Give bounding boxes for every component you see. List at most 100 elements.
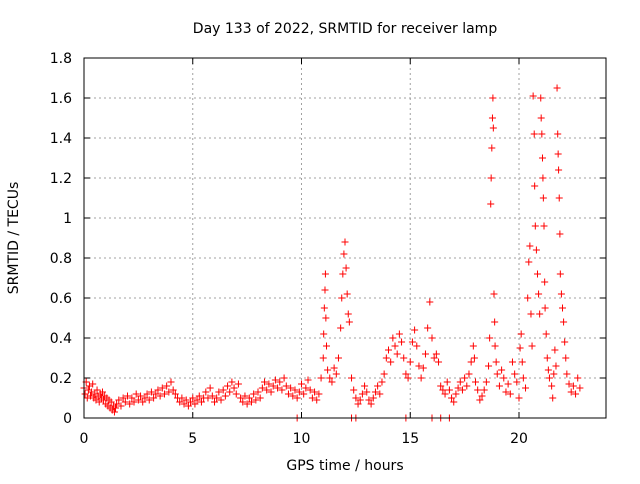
data-point xyxy=(221,392,229,400)
data-point xyxy=(143,390,151,398)
data-point xyxy=(230,384,238,392)
data-point xyxy=(280,374,288,382)
data-point xyxy=(178,394,186,402)
data-point xyxy=(482,378,490,386)
data-point xyxy=(141,394,149,402)
data-point xyxy=(527,310,535,318)
data-point xyxy=(437,382,445,390)
data-point xyxy=(363,388,371,396)
data-point xyxy=(572,390,580,398)
data-point xyxy=(278,386,286,394)
data-point xyxy=(506,390,514,398)
data-point xyxy=(560,318,568,326)
data-point xyxy=(154,386,162,394)
y-tick-label: 0.4 xyxy=(50,331,72,347)
data-point xyxy=(234,380,242,388)
data-point xyxy=(474,386,482,394)
data-point xyxy=(452,390,460,398)
data-point xyxy=(495,382,503,390)
data-point xyxy=(202,388,210,396)
x-tick-label: 20 xyxy=(510,431,528,447)
data-point xyxy=(287,384,295,392)
data-point xyxy=(508,358,516,366)
data-point xyxy=(500,374,508,382)
data-point xyxy=(311,388,319,396)
data-point xyxy=(182,396,190,404)
data-point xyxy=(404,374,412,382)
data-point xyxy=(542,330,550,338)
data-point xyxy=(528,342,536,350)
data-point xyxy=(354,400,362,408)
x-tick-label: 15 xyxy=(401,431,419,447)
data-point xyxy=(213,394,221,402)
data-point xyxy=(269,382,277,390)
data-point xyxy=(124,392,131,400)
data-point xyxy=(126,400,134,408)
data-point xyxy=(519,374,527,382)
plot-frame xyxy=(83,57,607,419)
data-point xyxy=(574,374,582,382)
data-point xyxy=(295,388,303,396)
data-point xyxy=(313,396,321,404)
data-point xyxy=(430,354,438,362)
data-point xyxy=(491,318,499,326)
data-point xyxy=(443,378,451,386)
data-point xyxy=(376,390,384,398)
data-point xyxy=(541,304,549,312)
data-point xyxy=(265,380,273,388)
data-point xyxy=(338,294,346,302)
data-point xyxy=(330,364,338,372)
data-point xyxy=(348,374,356,382)
data-point xyxy=(536,310,544,318)
data-point xyxy=(530,130,538,138)
data-point xyxy=(569,382,577,390)
data-point xyxy=(232,390,240,398)
data-point xyxy=(551,346,559,354)
data-point xyxy=(535,290,543,298)
data-point xyxy=(147,388,155,396)
data-point xyxy=(226,388,234,396)
data-point xyxy=(517,330,525,338)
data-point xyxy=(350,386,358,394)
data-point xyxy=(441,390,449,398)
data-point xyxy=(513,378,521,386)
data-point xyxy=(197,398,205,406)
data-point xyxy=(492,358,500,366)
data-point xyxy=(461,374,469,382)
data-point xyxy=(95,398,103,406)
data-point xyxy=(165,388,173,396)
data-point xyxy=(267,388,275,396)
y-tick-label: 0.2 xyxy=(50,371,72,387)
data-point xyxy=(322,314,330,322)
data-point xyxy=(426,298,434,306)
data-point xyxy=(339,270,347,278)
data-point xyxy=(284,390,292,398)
data-point xyxy=(488,144,496,152)
data-point xyxy=(117,402,125,410)
data-point xyxy=(539,194,547,202)
data-point xyxy=(454,384,462,392)
data-point xyxy=(490,290,498,298)
y-tick-label: 1.6 xyxy=(50,91,72,107)
data-point xyxy=(448,394,456,402)
data-point xyxy=(531,182,539,190)
data-point xyxy=(361,382,369,390)
data-point xyxy=(524,294,532,302)
data-point xyxy=(415,362,423,370)
data-point xyxy=(511,370,519,378)
data-point xyxy=(478,392,486,400)
data-point xyxy=(540,222,548,230)
data-point xyxy=(217,396,225,404)
data-point xyxy=(428,334,436,342)
y-tick-label: 0.8 xyxy=(50,251,72,267)
data-point xyxy=(532,246,540,254)
data-point xyxy=(152,390,160,398)
x-tick-label: 10 xyxy=(293,431,311,447)
data-point xyxy=(445,386,453,394)
data-point xyxy=(555,166,563,174)
data-point xyxy=(187,398,195,406)
grid-layer xyxy=(84,58,606,418)
data-point xyxy=(320,304,328,312)
data-point xyxy=(291,386,299,394)
y-tick-label: 1.8 xyxy=(50,51,72,67)
